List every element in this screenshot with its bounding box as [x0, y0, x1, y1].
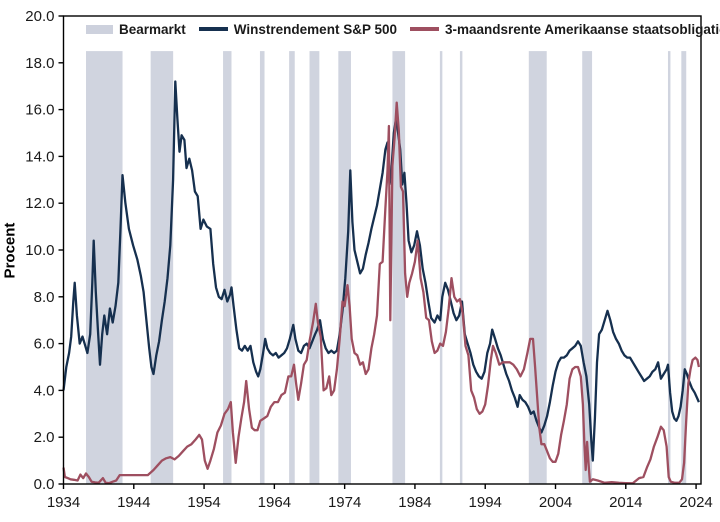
chart-legend: Bearmarkt Winstrendement S&P 500 3-maand… [86, 20, 720, 38]
y-tick-label: 4.0 [34, 382, 55, 399]
bearmarket-swatch-icon [86, 24, 113, 34]
legend-item-earnings-yield: Winstrendement S&P 500 [198, 21, 397, 37]
x-tick-label: 1994 [469, 494, 502, 511]
bear-market-band [150, 51, 174, 484]
bear-market-band [667, 51, 671, 484]
earnings-yield-line-swatch-icon [198, 27, 228, 31]
bear-market-band [223, 51, 232, 484]
x-tick-label: 2024 [679, 494, 712, 511]
y-tick-label: 2.0 [34, 429, 55, 446]
bear-market-band [439, 51, 443, 484]
y-tick-label: 12.0 [25, 195, 54, 212]
legend-item-bearmarket: Bearmarkt [86, 22, 186, 37]
bear-market-band [528, 51, 547, 484]
y-tick-label: 0.0 [34, 476, 55, 493]
x-tick-label: 1964 [258, 494, 291, 511]
legend-item-tbill: 3-maandsrente Amerikaanse staatsobligati… [409, 21, 720, 37]
bear-market-band [582, 51, 593, 484]
tbill-rate-line [62, 101, 701, 485]
y-tick-label: 16.0 [25, 102, 54, 119]
y-axis-title: Procent [1, 222, 19, 279]
legend-label-bearmarket: Bearmarkt [119, 21, 186, 37]
y-tick-label: 8.0 [34, 289, 55, 306]
bear-market-band [85, 51, 123, 484]
y-tick-label: 10.0 [25, 242, 54, 259]
x-tick-label: 1984 [398, 494, 431, 511]
legend-label-earnings-yield: Winstrendement S&P 500 [233, 21, 397, 37]
bear-market-band [289, 51, 295, 484]
x-tick-label: 1974 [328, 494, 361, 511]
bear-market-band [459, 51, 463, 484]
tbill-line-swatch-icon [409, 27, 439, 31]
x-tick-label: 2014 [609, 494, 642, 511]
x-tick-label: 1944 [117, 494, 150, 511]
bear-market-band [309, 51, 320, 484]
x-tick-label: 2004 [539, 494, 572, 511]
bear-market-band [681, 51, 687, 484]
bear-market-band [259, 51, 265, 484]
x-tick-label: 1934 [47, 494, 80, 511]
y-tick-label: 6.0 [34, 336, 55, 353]
y-tick-label: 14.0 [25, 148, 54, 165]
x-tick-label: 1954 [187, 494, 220, 511]
bear-market-band [338, 51, 351, 484]
y-tick-label: 20.0 [25, 8, 54, 25]
y-tick-label: 18.0 [25, 55, 54, 72]
earnings-yield-line [62, 80, 700, 462]
legend-label-tbill: 3-maandsrente Amerikaanse staatsobligati… [444, 21, 720, 37]
